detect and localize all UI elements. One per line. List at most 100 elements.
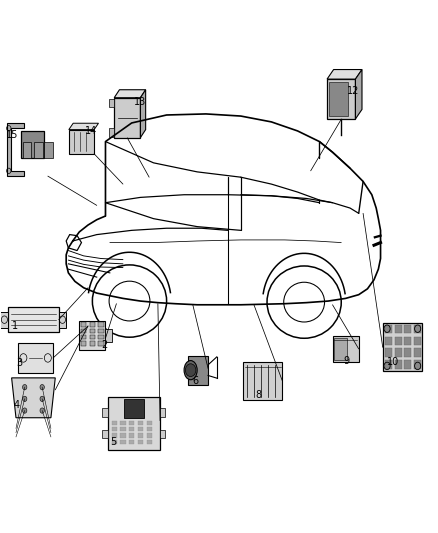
- FancyBboxPatch shape: [99, 329, 104, 333]
- FancyBboxPatch shape: [414, 360, 421, 368]
- FancyBboxPatch shape: [21, 131, 43, 158]
- Text: 4: 4: [14, 400, 20, 410]
- FancyBboxPatch shape: [160, 430, 165, 438]
- Text: 1: 1: [12, 321, 18, 331]
- Circle shape: [40, 408, 44, 413]
- Text: 15: 15: [6, 130, 19, 140]
- Polygon shape: [327, 69, 362, 79]
- FancyBboxPatch shape: [90, 335, 95, 340]
- Ellipse shape: [184, 361, 197, 379]
- FancyBboxPatch shape: [332, 336, 359, 362]
- FancyBboxPatch shape: [383, 324, 422, 371]
- FancyBboxPatch shape: [147, 427, 152, 431]
- Text: 3: 3: [16, 358, 22, 368]
- FancyBboxPatch shape: [120, 421, 126, 425]
- FancyBboxPatch shape: [385, 360, 392, 368]
- FancyBboxPatch shape: [99, 322, 104, 327]
- Circle shape: [40, 384, 44, 390]
- FancyBboxPatch shape: [120, 433, 126, 438]
- FancyBboxPatch shape: [81, 342, 86, 346]
- FancyBboxPatch shape: [147, 440, 152, 444]
- FancyBboxPatch shape: [138, 440, 143, 444]
- FancyBboxPatch shape: [81, 335, 86, 340]
- FancyBboxPatch shape: [395, 325, 402, 334]
- FancyBboxPatch shape: [395, 349, 402, 357]
- FancyBboxPatch shape: [69, 130, 94, 154]
- FancyBboxPatch shape: [0, 312, 8, 328]
- FancyBboxPatch shape: [99, 335, 104, 340]
- FancyBboxPatch shape: [79, 321, 106, 350]
- FancyBboxPatch shape: [112, 433, 117, 438]
- FancyBboxPatch shape: [108, 397, 160, 450]
- FancyBboxPatch shape: [129, 421, 134, 425]
- FancyBboxPatch shape: [404, 325, 411, 334]
- FancyBboxPatch shape: [329, 82, 348, 116]
- FancyBboxPatch shape: [334, 338, 347, 360]
- Polygon shape: [141, 90, 146, 138]
- FancyBboxPatch shape: [120, 440, 126, 444]
- FancyBboxPatch shape: [90, 322, 95, 327]
- FancyBboxPatch shape: [404, 349, 411, 357]
- FancyBboxPatch shape: [8, 307, 59, 333]
- FancyBboxPatch shape: [90, 342, 95, 346]
- Circle shape: [22, 384, 27, 390]
- FancyBboxPatch shape: [395, 360, 402, 368]
- FancyBboxPatch shape: [385, 349, 392, 357]
- Polygon shape: [12, 378, 55, 418]
- Text: 5: 5: [110, 437, 117, 447]
- FancyBboxPatch shape: [112, 421, 117, 425]
- FancyBboxPatch shape: [129, 427, 134, 431]
- Circle shape: [22, 408, 27, 413]
- FancyBboxPatch shape: [34, 142, 43, 158]
- FancyBboxPatch shape: [243, 362, 283, 400]
- Circle shape: [40, 396, 44, 401]
- Text: 8: 8: [255, 390, 261, 400]
- Text: 14: 14: [85, 126, 98, 136]
- FancyBboxPatch shape: [138, 421, 143, 425]
- FancyBboxPatch shape: [109, 99, 114, 107]
- FancyBboxPatch shape: [404, 360, 411, 368]
- FancyBboxPatch shape: [112, 440, 117, 444]
- FancyBboxPatch shape: [59, 312, 67, 328]
- FancyBboxPatch shape: [124, 399, 144, 418]
- FancyBboxPatch shape: [109, 128, 114, 136]
- FancyBboxPatch shape: [147, 421, 152, 425]
- FancyBboxPatch shape: [102, 430, 108, 438]
- FancyBboxPatch shape: [44, 142, 53, 158]
- FancyBboxPatch shape: [120, 427, 126, 431]
- Polygon shape: [114, 90, 146, 98]
- FancyBboxPatch shape: [102, 408, 108, 417]
- Polygon shape: [69, 123, 99, 130]
- FancyBboxPatch shape: [138, 427, 143, 431]
- Polygon shape: [7, 123, 25, 176]
- FancyBboxPatch shape: [81, 322, 86, 327]
- FancyBboxPatch shape: [385, 337, 392, 345]
- Text: 12: 12: [347, 86, 360, 96]
- FancyBboxPatch shape: [18, 343, 53, 373]
- Circle shape: [22, 396, 27, 401]
- FancyBboxPatch shape: [160, 408, 165, 417]
- Text: 6: 6: [192, 376, 198, 386]
- FancyBboxPatch shape: [81, 329, 86, 333]
- FancyBboxPatch shape: [129, 440, 134, 444]
- FancyBboxPatch shape: [327, 79, 356, 119]
- FancyBboxPatch shape: [188, 356, 208, 385]
- FancyBboxPatch shape: [414, 349, 421, 357]
- Text: 2: 2: [102, 340, 108, 350]
- FancyBboxPatch shape: [99, 342, 104, 346]
- FancyBboxPatch shape: [395, 337, 402, 345]
- FancyBboxPatch shape: [129, 433, 134, 438]
- FancyBboxPatch shape: [414, 325, 421, 334]
- FancyBboxPatch shape: [404, 337, 411, 345]
- FancyBboxPatch shape: [106, 329, 112, 342]
- FancyBboxPatch shape: [414, 337, 421, 345]
- FancyBboxPatch shape: [114, 98, 141, 138]
- FancyBboxPatch shape: [112, 427, 117, 431]
- Circle shape: [185, 364, 196, 376]
- Text: 9: 9: [344, 356, 350, 366]
- FancyBboxPatch shape: [22, 142, 31, 158]
- Polygon shape: [356, 69, 362, 119]
- FancyBboxPatch shape: [90, 329, 95, 333]
- FancyBboxPatch shape: [385, 325, 392, 334]
- Text: 10: 10: [387, 357, 399, 367]
